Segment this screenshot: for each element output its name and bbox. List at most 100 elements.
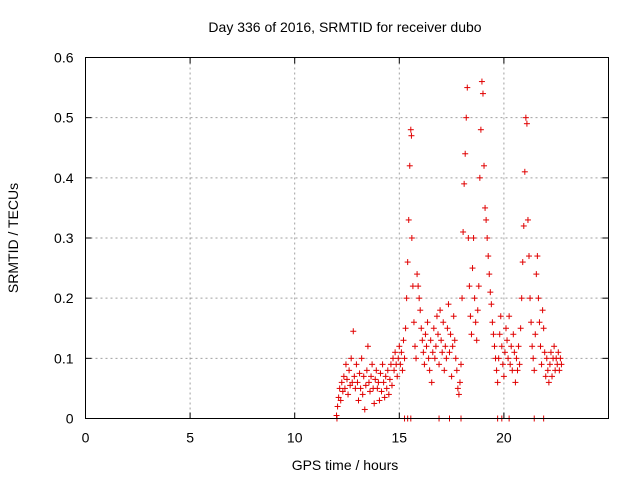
data-point <box>449 343 456 350</box>
data-point <box>428 379 435 386</box>
data-point <box>338 379 345 386</box>
data-point <box>494 379 501 386</box>
data-point <box>441 367 448 374</box>
data-point <box>542 373 549 380</box>
data-point <box>411 343 418 350</box>
data-point <box>388 382 395 389</box>
data-point <box>340 373 347 380</box>
data-point <box>474 307 481 314</box>
data-point <box>424 319 431 326</box>
data-point <box>529 343 536 350</box>
data-point <box>516 361 523 368</box>
data-point <box>539 307 546 314</box>
data-point <box>506 313 513 320</box>
data-point <box>350 328 357 335</box>
data-point <box>456 379 463 386</box>
data-point <box>347 382 354 389</box>
data-point <box>532 331 539 338</box>
data-point <box>429 349 436 356</box>
data-point <box>536 319 543 326</box>
data-point <box>435 331 442 338</box>
data-point <box>496 331 503 338</box>
data-point <box>353 361 360 368</box>
data-point <box>406 162 413 169</box>
data-point <box>493 367 500 374</box>
data-point <box>360 373 367 380</box>
data-point <box>483 216 490 223</box>
data-point <box>504 337 511 344</box>
data-point <box>419 337 426 344</box>
data-points <box>333 78 565 422</box>
data-point <box>510 331 517 338</box>
data-point <box>432 343 439 350</box>
data-point <box>537 343 544 350</box>
data-point <box>466 283 473 290</box>
data-point <box>490 331 497 338</box>
data-point <box>431 355 438 362</box>
data-point <box>375 379 382 386</box>
data-point <box>538 361 545 368</box>
y-tick-label: 0.3 <box>54 230 74 246</box>
data-point <box>551 343 558 350</box>
y-tick-label: 0.5 <box>54 110 74 126</box>
data-point <box>404 259 411 266</box>
x-tick-label: 15 <box>392 430 408 446</box>
data-point <box>467 313 474 320</box>
data-point <box>416 295 423 302</box>
data-point <box>462 150 469 157</box>
data-point <box>433 313 440 320</box>
data-point <box>519 259 526 266</box>
chart-title: Day 336 of 2016, SRMTID for receiver dub… <box>208 19 481 35</box>
data-point <box>352 385 359 392</box>
y-tick-label: 0 <box>66 411 74 427</box>
data-point <box>489 319 496 326</box>
data-point <box>372 376 379 383</box>
data-point <box>413 355 420 362</box>
data-point <box>390 355 397 362</box>
data-point <box>528 319 535 326</box>
data-point <box>477 126 484 133</box>
data-point <box>380 379 387 386</box>
data-point <box>383 385 390 392</box>
data-point <box>527 295 534 302</box>
data-point <box>397 361 404 368</box>
data-point <box>437 307 444 314</box>
data-point <box>520 222 527 229</box>
data-point <box>335 394 342 401</box>
data-point <box>521 168 528 175</box>
data-point <box>498 343 505 350</box>
data-point <box>557 355 564 362</box>
data-point <box>471 295 478 302</box>
data-point <box>401 355 408 362</box>
data-point <box>468 331 475 338</box>
data-point <box>344 376 350 383</box>
y-axis-label: SRMTID / TECUs <box>5 183 21 293</box>
data-point <box>455 391 462 398</box>
data-point <box>361 406 368 413</box>
data-point <box>555 349 562 356</box>
data-point <box>452 355 459 362</box>
data-point <box>409 283 416 290</box>
data-point <box>447 331 454 338</box>
data-point <box>463 114 470 121</box>
data-point <box>438 337 445 344</box>
data-point <box>507 361 514 368</box>
data-point <box>345 391 352 398</box>
data-point <box>546 361 553 368</box>
data-point <box>488 301 495 308</box>
data-point <box>414 271 421 278</box>
data-point <box>418 325 425 332</box>
x-tick-label: 0 <box>82 430 90 446</box>
data-point <box>475 283 482 290</box>
data-point <box>374 385 381 392</box>
data-point <box>359 391 366 398</box>
data-point <box>426 367 433 374</box>
x-axis-label: GPS time / hours <box>292 457 399 473</box>
data-point <box>337 397 344 404</box>
data-point <box>358 355 365 362</box>
data-point <box>470 235 477 241</box>
data-point <box>341 385 348 392</box>
data-point <box>425 355 432 362</box>
data-point <box>342 361 349 368</box>
